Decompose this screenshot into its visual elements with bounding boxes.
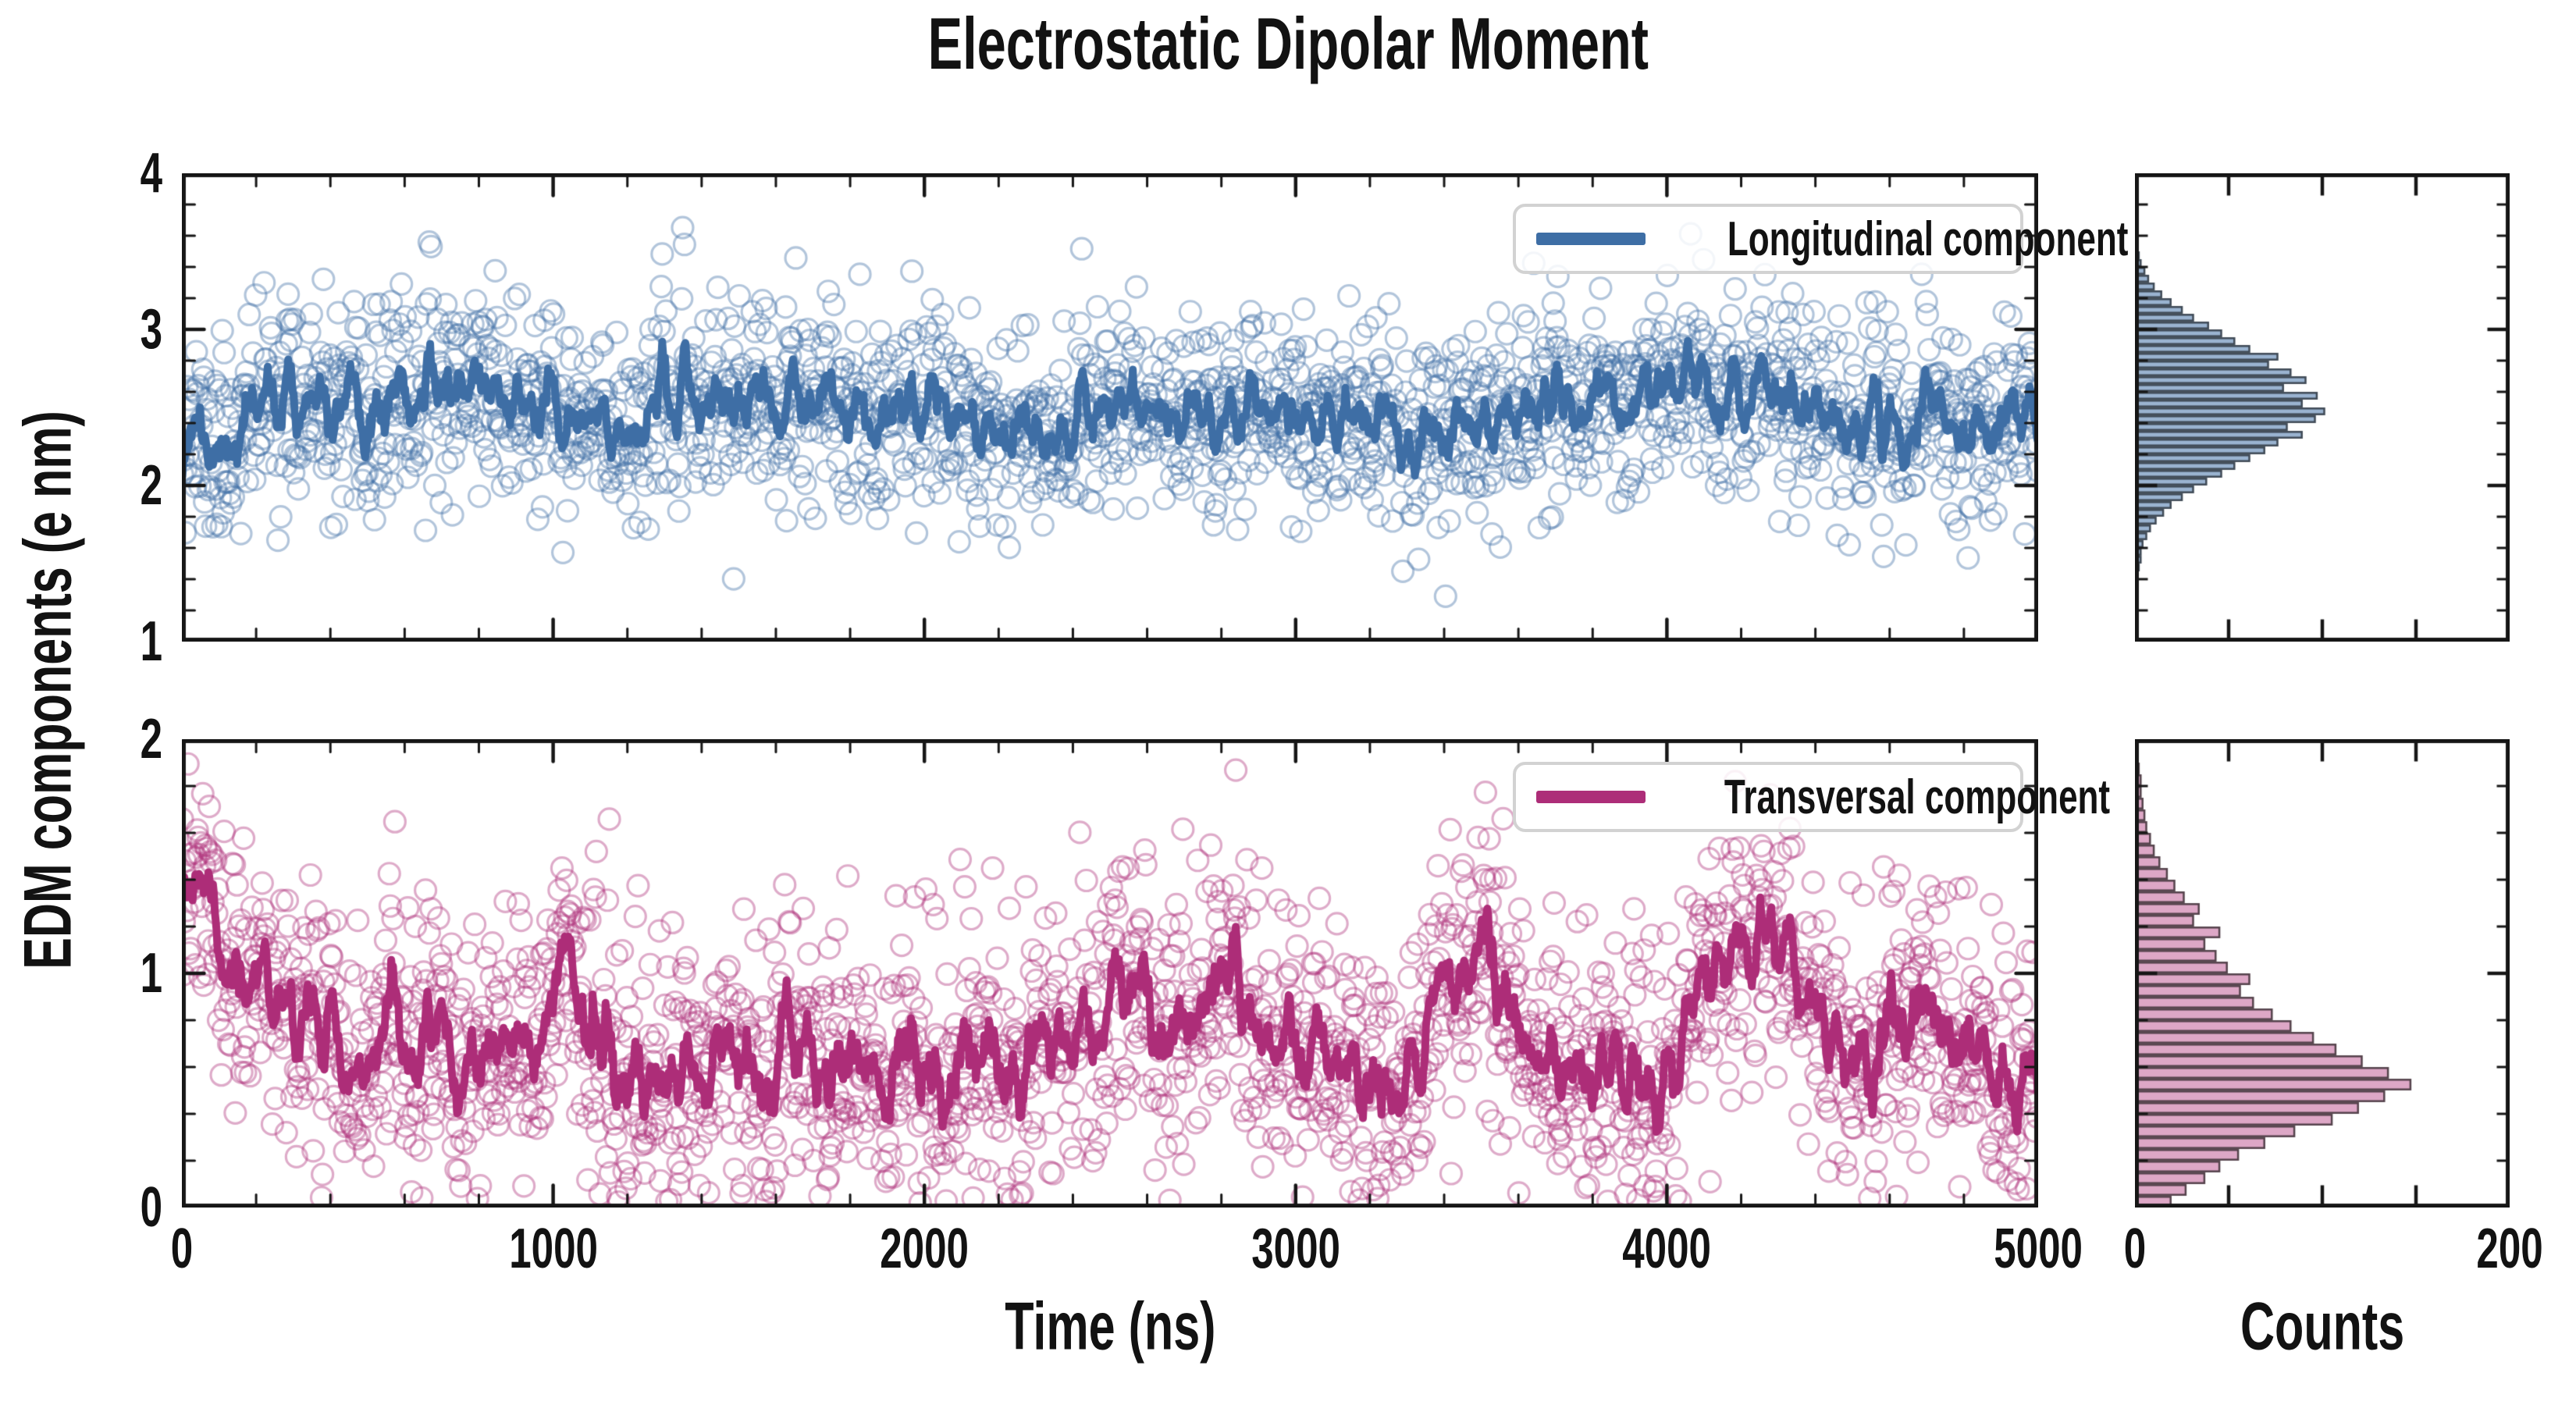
tick-label: 0 bbox=[140, 1176, 162, 1239]
transversal-histogram-canvas bbox=[2135, 739, 2510, 1208]
tick-label: 5000 bbox=[1994, 1218, 2083, 1280]
longitudinal-histogram-canvas bbox=[2135, 173, 2510, 642]
counts-axis-label: Counts bbox=[2240, 1289, 2405, 1364]
tick-label: 1 bbox=[140, 610, 162, 673]
chart-title: Electrostatic Dipolar Moment bbox=[927, 2, 1649, 84]
tick-label: 3 bbox=[140, 298, 162, 361]
tick-label: 0 bbox=[2123, 1218, 2147, 1280]
panel-longitudinal-histogram bbox=[2135, 173, 2510, 642]
tick-label: 1000 bbox=[508, 1218, 598, 1280]
panel-transversal-histogram bbox=[2135, 739, 2510, 1208]
x-axis-label: Time (ns) bbox=[1004, 1289, 1216, 1364]
legend-line-swatch-longitudinal bbox=[1536, 233, 1646, 245]
tick-label: 2000 bbox=[880, 1218, 970, 1280]
tick-label: 2 bbox=[140, 708, 162, 770]
tick-label: 1 bbox=[140, 942, 162, 1005]
tick-label: 200 bbox=[2476, 1218, 2543, 1280]
legend-label-transversal: Transversal component bbox=[1724, 770, 2111, 824]
legend-line-swatch-transversal bbox=[1536, 791, 1646, 803]
tick-label: 4000 bbox=[1622, 1218, 1712, 1280]
tick-label: 2 bbox=[140, 454, 162, 517]
legend-transversal: Transversal component bbox=[1513, 762, 2110, 832]
tick-label: 3000 bbox=[1251, 1218, 1340, 1280]
tick-label: 4 bbox=[140, 142, 162, 205]
tick-label: 0 bbox=[170, 1218, 194, 1280]
legend-label-longitudinal: Longitudinal component bbox=[1727, 212, 2129, 266]
legend-longitudinal: Longitudinal component bbox=[1513, 204, 2128, 274]
